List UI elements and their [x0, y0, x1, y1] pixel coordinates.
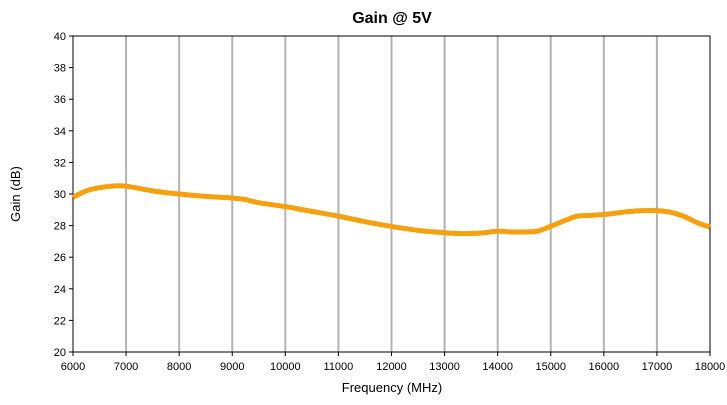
- x-tick-label: 9000: [220, 361, 244, 373]
- y-axis: 20 22 24 26 28 30 32 34 36 38 40: [54, 31, 73, 359]
- x-tick-label: 7000: [114, 361, 138, 373]
- x-tick-label: 16000: [589, 361, 620, 373]
- y-tick-label: 20: [54, 347, 66, 359]
- x-tick-label: 14000: [482, 361, 513, 373]
- x-tick-label: 8000: [167, 361, 191, 373]
- x-axis-label: Frequency (MHz): [342, 380, 442, 395]
- x-tick-label: 17000: [642, 361, 673, 373]
- x-tick-label: 18000: [695, 361, 726, 373]
- x-tick-label: 13000: [429, 361, 460, 373]
- x-tick-label: 10000: [270, 361, 301, 373]
- y-tick-label: 22: [54, 315, 66, 327]
- y-tick-label: 34: [54, 126, 66, 138]
- y-tick-label: 24: [54, 284, 66, 296]
- y-tick-label: 32: [54, 157, 66, 169]
- y-tick-label: 30: [54, 189, 66, 201]
- grid-lines: [125, 36, 658, 352]
- gain-series-line: [71, 183, 711, 237]
- x-tick-label: 11000: [324, 361, 354, 373]
- x-axis: 6000 7000 8000 9000 10000 11000 12000 13000 1400…: [61, 352, 726, 373]
- x-tick-label: 12000: [376, 361, 407, 373]
- y-tick-label: 40: [54, 31, 66, 43]
- x-tick-label: 15000: [535, 361, 566, 373]
- y-tick-label: 36: [54, 94, 66, 106]
- y-axis-label: Gain (dB): [8, 166, 23, 222]
- y-tick-label: 38: [54, 63, 66, 75]
- x-tick-label: 6000: [61, 361, 85, 373]
- chart-title: Gain @ 5V: [352, 10, 432, 27]
- series-group: [71, 183, 711, 237]
- y-tick-label: 26: [54, 252, 66, 264]
- y-tick-label: 28: [54, 221, 66, 233]
